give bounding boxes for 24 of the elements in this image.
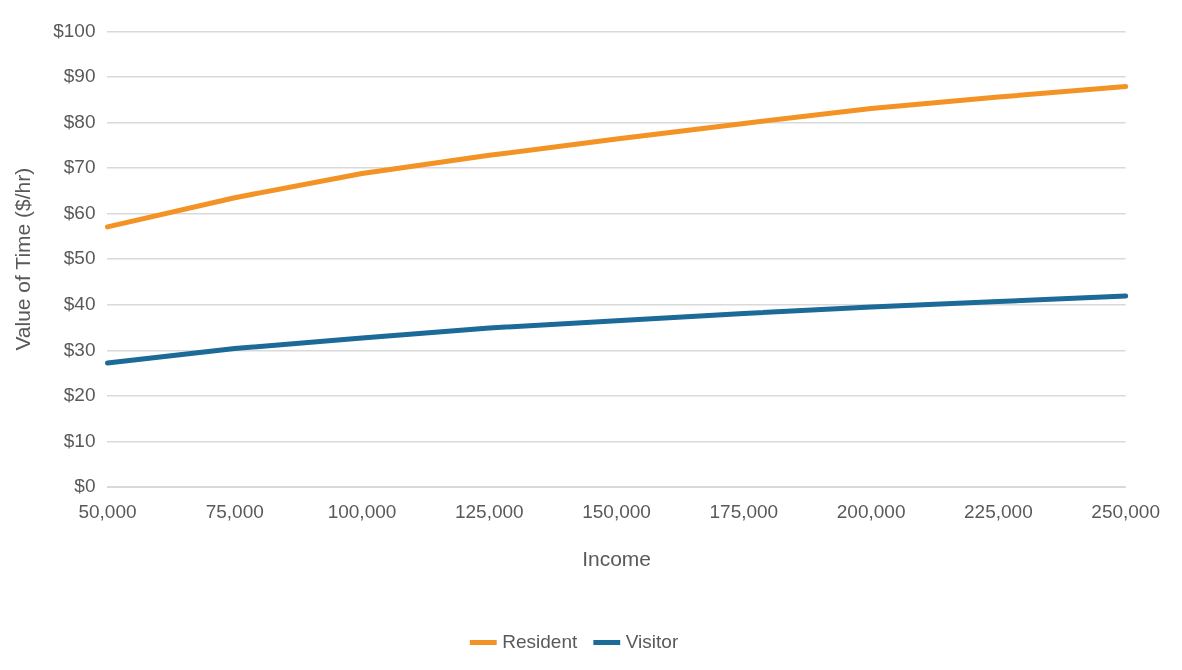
y-tick-label: $90 (63, 65, 96, 87)
y-tick-label: $10 (63, 429, 96, 451)
legend-label: Resident (502, 630, 578, 652)
y-axis-title: Value of Time ($/hr) (11, 167, 35, 351)
x-tick-label: 150,000 (582, 500, 651, 522)
x-tick-label: 75,000 (205, 500, 264, 522)
x-tick-label: 50,000 (78, 500, 137, 522)
legend-label: Visitor (625, 630, 679, 652)
y-tick-label: $60 (63, 201, 96, 223)
x-tick-label: 250,000 (1091, 500, 1160, 522)
x-tick-label: 225,000 (964, 500, 1033, 522)
x-axis-title: Income (582, 547, 651, 571)
x-tick-label: 100,000 (327, 500, 397, 522)
x-tick-label: 125,000 (454, 500, 524, 522)
y-tick-label: $20 (63, 384, 96, 406)
y-tick-label: $50 (63, 247, 96, 269)
y-tick-label: $30 (63, 338, 96, 360)
y-tick-label: $100 (53, 19, 96, 41)
x-tick-label: 175,000 (709, 500, 779, 522)
y-tick-label: $70 (63, 156, 96, 178)
x-tick-label: 200,000 (836, 500, 906, 522)
y-tick-label: $80 (63, 110, 96, 132)
y-tick-label: $40 (63, 292, 96, 314)
y-tick-label: $0 (74, 475, 96, 497)
